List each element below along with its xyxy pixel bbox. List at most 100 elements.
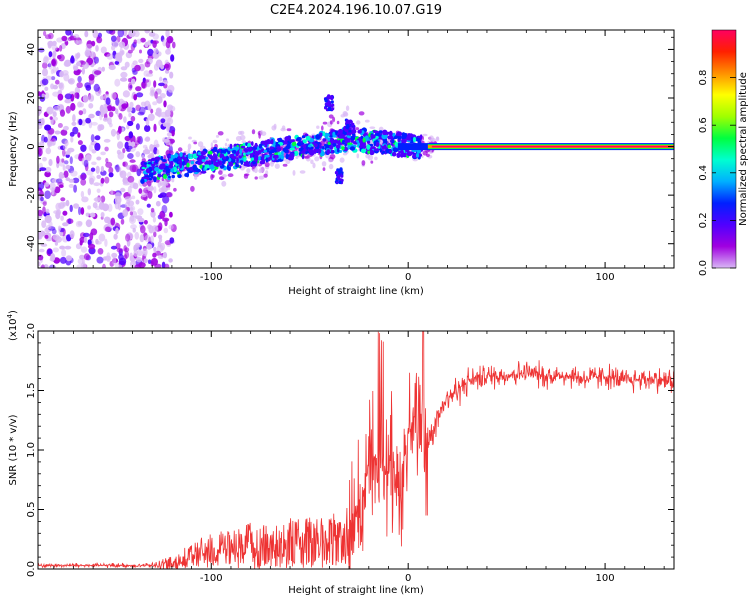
- spectrogram-cell: [158, 234, 163, 240]
- spectrogram-cell: [120, 187, 126, 193]
- spectrogram-cell: [101, 203, 110, 212]
- spectrogram-cell: [355, 127, 360, 131]
- spectrogram-cell: [147, 185, 154, 192]
- spectrogram-cell: [322, 167, 326, 172]
- colorbar: 0.0 0.2 0.4 0.6 0.8 Normalized spectral ampl…: [698, 29, 749, 276]
- spectrogram-cell: [64, 40, 69, 46]
- spectrogram-cell: [103, 138, 111, 143]
- spectrogram-cell: [412, 136, 417, 143]
- spectrogram-cell: [393, 135, 398, 139]
- spectrogram-cell: [164, 63, 170, 69]
- spectrogram-cell: [97, 248, 104, 255]
- spectrogram-cell: [251, 141, 254, 146]
- spectrogram-cell: [274, 163, 280, 169]
- spectrogram-cell: [50, 253, 56, 262]
- spectrogram-cell: [114, 60, 120, 65]
- spectrogram-cell: [190, 185, 195, 192]
- spectrogram-cell: [45, 147, 52, 155]
- spectrogram-cell: [152, 216, 156, 223]
- spectrogram-cell: [111, 252, 118, 258]
- spectrogram-cell: [88, 74, 95, 81]
- spectrogram-cell: [77, 132, 81, 138]
- spectrogram-cell: [54, 186, 61, 194]
- spectrogram-cell: [123, 245, 127, 252]
- spectrogram-cell: [125, 233, 131, 242]
- spectrogram-cell: [301, 153, 305, 160]
- spectrogram-cell: [80, 207, 85, 215]
- spectrogram-cell: [114, 78, 121, 87]
- spectrogram-cell: [281, 150, 284, 156]
- spectrogram-cell: [168, 258, 173, 263]
- y-tick-label: 2.0: [26, 323, 37, 339]
- spectrogram-cell: [154, 91, 158, 99]
- spectrogram-cell: [383, 144, 387, 150]
- spectrogram-cell: [153, 246, 157, 252]
- spectrogram-cell: [313, 143, 318, 148]
- spectrogram-cell: [264, 154, 270, 158]
- colorbar-tick-label: 0.0: [698, 260, 709, 276]
- spectrogram-cell: [146, 203, 151, 208]
- spectrogram-cell: [187, 143, 192, 150]
- spectrogram-cell: [155, 111, 160, 116]
- spectrogram-cell: [104, 238, 108, 247]
- snr-series-line: [38, 331, 674, 569]
- spectrogram-cell: [38, 146, 42, 155]
- spectrogram-cell: [72, 114, 76, 123]
- spectrogram-cell: [259, 166, 265, 173]
- spectrogram-cell: [95, 241, 102, 245]
- spectrogram-cell: [75, 220, 83, 228]
- spectrogram-tone-core: [431, 145, 674, 148]
- spectrogram-cell: [254, 142, 258, 148]
- spectrogram-cell: [85, 43, 93, 49]
- spectrogram-cell: [92, 30, 99, 39]
- snr-panel: -100 0 100 0.0 0.5 1.0 1.5 2.0 Height of straig…: [6, 310, 675, 596]
- spectrogram-cell: [153, 147, 158, 155]
- spectrogram-cell: [130, 205, 136, 212]
- spectrogram-cell: [309, 151, 315, 156]
- spectrogram-cell: [305, 151, 308, 155]
- spectrogram-cell: [401, 138, 407, 144]
- spectrogram-cell: [38, 261, 41, 267]
- spectrogram-cell: [278, 154, 283, 158]
- spectrogram-cell: [70, 136, 74, 143]
- spectrogram-cell: [140, 81, 148, 89]
- spectrogram-cell: [273, 123, 277, 129]
- spectrogram-cell: [38, 248, 45, 253]
- spectrogram-cell: [76, 264, 84, 268]
- spectrogram-cell: [345, 119, 350, 123]
- spectrogram-cell: [171, 174, 175, 179]
- spectrogram-cell: [240, 160, 244, 165]
- spectrogram-cell: [312, 162, 316, 169]
- spectrogram-cell: [258, 175, 265, 180]
- spectrogram-cell: [119, 170, 123, 176]
- spectrogram-cell: [222, 156, 226, 160]
- spectrogram-cell: [44, 34, 52, 40]
- spectrogram-cell: [387, 135, 393, 140]
- spectrogram-cell: [101, 66, 106, 72]
- spectrogram-cell: [128, 131, 134, 139]
- spectrogram-cell: [169, 105, 176, 112]
- spectrogram-cell: [392, 148, 399, 153]
- spectrogram-cell: [199, 164, 203, 169]
- spectrogram-cell: [391, 139, 395, 144]
- spectrogram-cell: [330, 129, 336, 133]
- spectrogram-cell: [144, 41, 149, 48]
- y-tick-label: -40: [26, 236, 37, 252]
- spectrogram-cell: [159, 76, 163, 82]
- spectrogram-cell: [247, 146, 253, 152]
- x-tick-label: 0: [405, 272, 411, 283]
- spectrogram-cell: [362, 143, 366, 148]
- spectrogram-cell: [341, 139, 345, 145]
- spectrogram-cell: [96, 156, 102, 161]
- spectrogram-cell: [218, 160, 223, 166]
- spectrogram-cell: [43, 30, 47, 37]
- spectrogram-cell: [41, 264, 45, 268]
- spectrogram-cell: [145, 146, 149, 153]
- spectrogram-cell: [121, 127, 125, 132]
- spectrogram-cell: [127, 49, 133, 54]
- spectrogram-cell: [68, 183, 74, 188]
- spectrogram-cell: [159, 182, 163, 186]
- spectrogram-cell: [127, 185, 132, 195]
- spectrogram-cell: [104, 216, 111, 224]
- spectrogram-cell: [193, 141, 198, 145]
